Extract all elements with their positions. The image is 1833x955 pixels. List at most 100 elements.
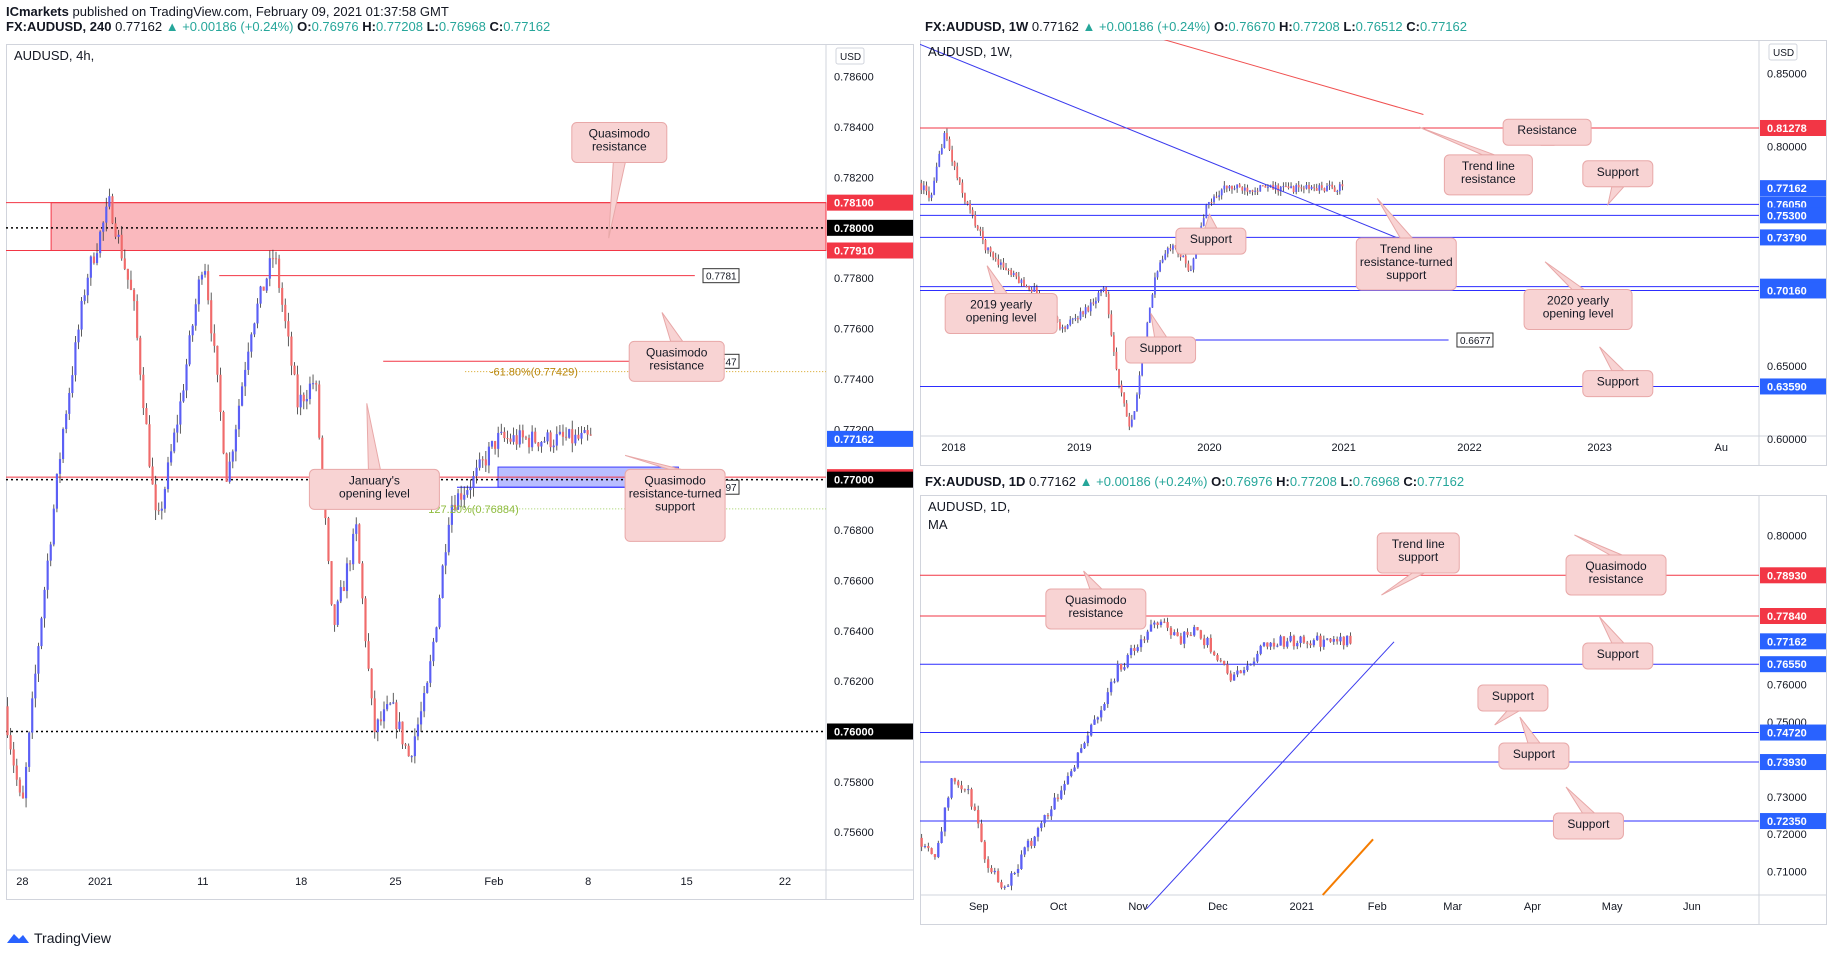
y-tick-label: 0.78200 xyxy=(834,172,874,184)
candle-body xyxy=(993,870,996,873)
candle-body xyxy=(1323,188,1326,192)
price-label: 0.73930 xyxy=(1767,757,1807,769)
last-1w: 0.77162 xyxy=(1031,19,1079,34)
close-1d: 0.77162 xyxy=(1417,474,1465,489)
callout-text: Quasimodo xyxy=(644,473,706,487)
publisher-name[interactable]: ICmarkets xyxy=(6,4,69,19)
tradingview-footer[interactable]: TradingView xyxy=(6,930,111,946)
candle-body xyxy=(1295,184,1298,192)
candle-body xyxy=(996,870,1000,883)
price-label-bg xyxy=(1760,119,1826,136)
candle-body xyxy=(432,641,435,662)
callout-box xyxy=(1355,237,1457,291)
x-tick-label: Feb xyxy=(484,876,503,888)
candle-body xyxy=(1299,636,1302,644)
candle-body xyxy=(966,201,969,204)
candle-body xyxy=(1013,873,1016,875)
supply-zone xyxy=(50,202,827,251)
candle-body xyxy=(1070,771,1073,777)
x-tick-label: Nov xyxy=(1128,901,1148,913)
candle-body xyxy=(1228,185,1231,189)
candle-body xyxy=(923,845,927,847)
candle-body xyxy=(247,351,250,370)
chart-1d[interactable]: 0.800000.790000.760000.750000.730000.720… xyxy=(920,495,1827,925)
candle-body xyxy=(1166,248,1169,254)
candle-body xyxy=(1164,253,1167,260)
candle-body xyxy=(1310,186,1313,189)
candle-body xyxy=(114,223,117,237)
candle-body xyxy=(1116,664,1119,682)
y-tick-label: 0.75600 xyxy=(834,827,874,839)
callout-text: Support xyxy=(1597,165,1640,179)
callout-box xyxy=(1498,742,1570,770)
candle-body xyxy=(447,524,450,553)
currency-box xyxy=(1768,43,1798,61)
candle-body xyxy=(361,563,364,599)
candle-body xyxy=(1246,187,1249,192)
candle-body xyxy=(586,430,589,435)
candle-body xyxy=(364,598,367,642)
candle-body xyxy=(1282,186,1285,188)
candle-body xyxy=(450,504,453,525)
candle-body xyxy=(15,765,18,780)
candle-body xyxy=(1149,624,1153,632)
candle-body xyxy=(540,441,543,447)
candle-body xyxy=(1246,665,1249,671)
candle-body xyxy=(213,333,216,346)
candle-body xyxy=(960,785,963,790)
trend-line-blue xyxy=(920,43,1407,243)
price-label: 0.77162 xyxy=(1767,636,1807,648)
candle-body xyxy=(1287,186,1290,189)
callout-text: Quasimodo xyxy=(1585,559,1647,573)
x-tick-label: Dec xyxy=(1208,901,1228,913)
open-1d: 0.76976 xyxy=(1225,474,1273,489)
candle-body xyxy=(1006,885,1010,887)
candle-body xyxy=(352,533,355,565)
price-label-bg xyxy=(827,723,913,740)
candle-body xyxy=(1216,654,1219,661)
candle-body xyxy=(410,756,413,758)
candle-body xyxy=(963,789,967,791)
candle-body xyxy=(37,646,40,674)
candle-body xyxy=(237,405,241,430)
callout-text: Support xyxy=(1597,647,1640,661)
candle-body xyxy=(1212,651,1216,655)
candle-body xyxy=(395,702,398,730)
candle-body xyxy=(484,459,487,466)
candle-body xyxy=(1296,643,1299,647)
candle-body xyxy=(1130,419,1133,427)
chart-frame xyxy=(6,44,914,900)
candle-body xyxy=(1241,187,1244,191)
candle-body xyxy=(1066,325,1069,329)
candle-body xyxy=(151,466,154,485)
chart-1w[interactable]: 0.85000 0.80000 0.65000 0.60000 2018 2019 2020… xyxy=(920,40,1827,466)
candle-body xyxy=(1242,670,1246,674)
x-tick-label: 2023 xyxy=(1587,442,1611,454)
candle-body xyxy=(1259,645,1262,654)
candle-body xyxy=(1092,302,1095,304)
candle-body xyxy=(1163,621,1166,623)
y-tick-label: 0.71000 xyxy=(1767,866,1807,878)
candle-body xyxy=(435,627,438,642)
candle-body xyxy=(1074,318,1077,320)
candle-body xyxy=(1112,335,1115,352)
candle-body xyxy=(1017,276,1020,284)
candle-body xyxy=(925,185,928,192)
candle-body xyxy=(327,518,330,562)
candle-body xyxy=(1213,196,1215,203)
candle-body xyxy=(120,234,123,259)
candle-body xyxy=(129,279,133,290)
candle-body xyxy=(558,431,561,435)
candle-body xyxy=(456,493,460,510)
candle-body xyxy=(345,563,349,591)
candle-body xyxy=(1043,815,1046,824)
candle-body xyxy=(1083,743,1086,749)
callout-text: Support xyxy=(1492,689,1535,703)
chart-4h[interactable]: 0.78600 0.78400 0.78200 0.77800 0.77600 0.774… xyxy=(6,44,914,900)
y-tick-label: 0.80000 xyxy=(1767,142,1807,154)
candle-body xyxy=(1076,752,1080,768)
candle-body xyxy=(1146,631,1149,640)
candle-body xyxy=(521,430,524,438)
candle-body xyxy=(9,735,12,750)
candle-body xyxy=(71,375,74,393)
